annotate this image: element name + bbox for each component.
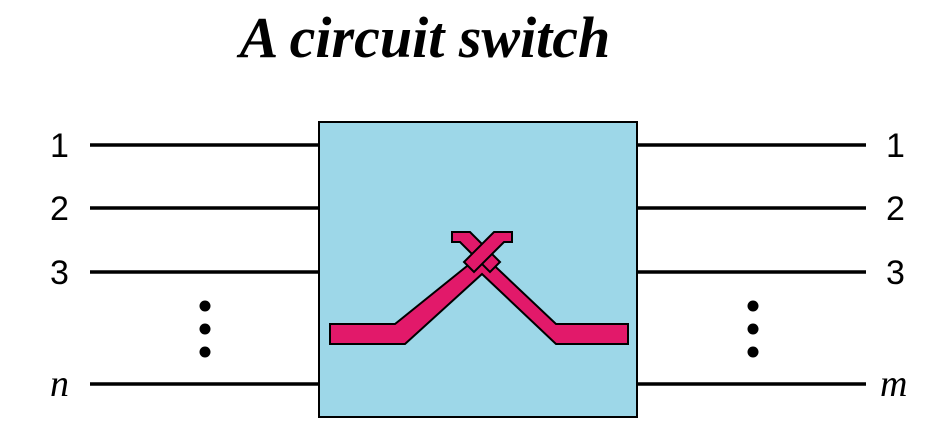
diagram-title: A circuit switch: [239, 5, 611, 70]
crossing-path-icon: [329, 231, 629, 345]
output-label: m: [880, 363, 907, 405]
vertical-ellipsis-icon: [199, 300, 211, 358]
input-label: 2: [50, 190, 69, 228]
input-label: 3: [50, 254, 69, 292]
output-label: 3: [886, 254, 905, 292]
output-label: 2: [886, 190, 905, 228]
vertical-ellipsis-icon: [747, 300, 759, 358]
output-label: 1: [886, 127, 905, 165]
input-label: 1: [50, 127, 69, 165]
input-label: n: [50, 363, 69, 405]
